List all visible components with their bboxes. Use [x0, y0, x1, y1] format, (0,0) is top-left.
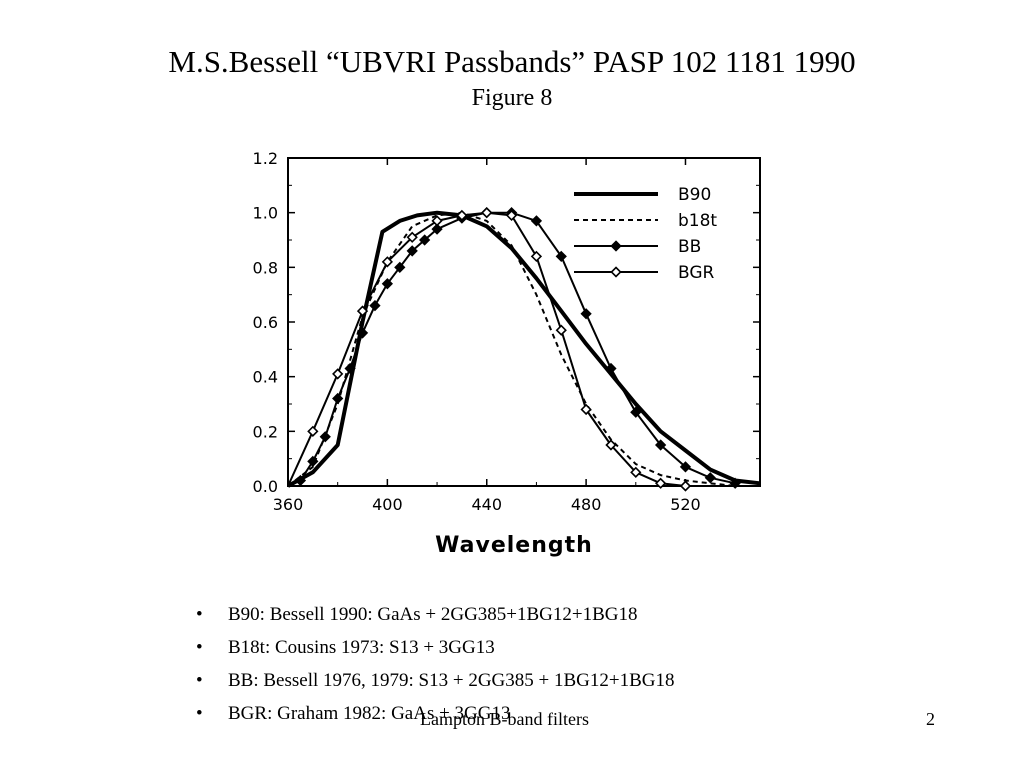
data-point-bb	[605, 362, 617, 375]
x-axis-label: Wavelength	[435, 533, 593, 558]
series-line-b18t	[287, 211, 760, 487]
page-title: M.S.Bessell “UBVRI Passbands” PASP 102 1…	[168, 44, 856, 79]
bullet-item-b90: B90: Bessell 1990: GaAs + 2GG385+1BG12+1…	[190, 604, 674, 626]
y-tick-label: 0.0	[253, 477, 278, 496]
data-point-bb	[356, 327, 369, 339]
chart-root: 0.0 0.2 0.4 0.6 0.8 1.0 1.2 360 400 440 480 520 Wave…	[253, 149, 761, 558]
y-tick-label: 1.2	[253, 149, 278, 168]
data-point-bgr	[481, 207, 493, 219]
data-point-bb	[369, 299, 381, 312]
page-number: 2	[926, 709, 935, 729]
passband-chart: 0.0 0.2 0.4 0.6 0.8 1.0 1.2 360 400 440 480 520 Wave…	[230, 140, 790, 575]
data-point-bgr	[605, 439, 617, 451]
data-point-bgr	[307, 425, 319, 437]
data-point-bb	[344, 362, 356, 375]
data-point-bb	[679, 461, 692, 473]
data-point-bgr	[381, 256, 393, 268]
data-point-bb	[704, 472, 716, 484]
data-point-bb	[332, 392, 344, 405]
data-point-bgr	[431, 215, 443, 227]
data-point-bgr	[456, 209, 468, 222]
legend-marker-bb	[610, 240, 622, 252]
data-point-bgr	[530, 250, 543, 263]
data-point-bgr	[655, 477, 667, 489]
filter-list: B90: Bessell 1990: GaAs + 2GG385+1BG12+1…	[190, 604, 674, 736]
data-point-bb	[630, 406, 642, 418]
data-point-bb	[580, 308, 592, 320]
data-point-bb	[729, 477, 741, 489]
data-point-bb	[394, 261, 406, 273]
bullet-item-bb: BB: Bessell 1976, 1979: S13 + 2GG385 + 1…	[190, 670, 674, 692]
data-point-bb	[555, 250, 567, 263]
y-tick-label: 0.4	[253, 368, 278, 387]
data-point-bb	[419, 234, 431, 246]
data-point-bb	[406, 245, 418, 257]
data-point-bb	[294, 474, 307, 487]
y-tick-label: 1.0	[253, 204, 278, 223]
bullet-item-bgr: BGR: Graham 1982: GaAs + 3GG13	[190, 703, 674, 725]
data-point-bb	[530, 215, 543, 227]
x-tick-label: 520	[670, 495, 701, 514]
series-line-bgr	[287, 211, 686, 487]
data-point-bgr	[679, 480, 692, 492]
legend-label-bgr: BGR	[678, 263, 715, 283]
data-point-bb	[431, 223, 443, 235]
y-tick-label: 0.6	[253, 313, 278, 332]
data-point-bgr	[580, 403, 592, 416]
data-point-bb	[381, 278, 393, 290]
data-point-bgr	[555, 324, 567, 336]
data-point-bgr	[332, 368, 344, 380]
y-tick-label: 0.8	[253, 258, 278, 277]
legend-label-b90: B90	[678, 185, 711, 205]
data-point-bgr	[356, 305, 369, 317]
data-point-bb	[655, 439, 667, 451]
y-tick-label: 0.2	[253, 422, 278, 441]
x-tick-label: 440	[471, 495, 502, 514]
data-point-bb	[319, 431, 331, 443]
x-tick-label: 360	[273, 495, 304, 514]
page-subtitle: Figure 8	[471, 85, 553, 111]
x-tick-label: 480	[571, 495, 602, 514]
legend-marker-bgr	[610, 266, 622, 278]
legend-label-bb: BB	[678, 237, 701, 257]
data-point-bb	[307, 455, 319, 468]
bullet-item-b18t: B18t: Cousins 1973: S13 + 3GG13	[190, 637, 674, 659]
footer-caption: Lampton B-band filters	[420, 709, 589, 729]
x-tick-label: 400	[372, 495, 403, 514]
series-line-b90	[287, 210, 761, 488]
legend-label-b18t: b18t	[678, 211, 717, 231]
data-point-bgr	[630, 466, 642, 478]
data-point-bgr	[505, 209, 518, 222]
chart-svg: 0.0 0.2 0.4 0.6 0.8 1.0 1.2 360 400 440 480 520 Wave…	[253, 149, 761, 558]
data-point-bgr	[406, 231, 418, 243]
